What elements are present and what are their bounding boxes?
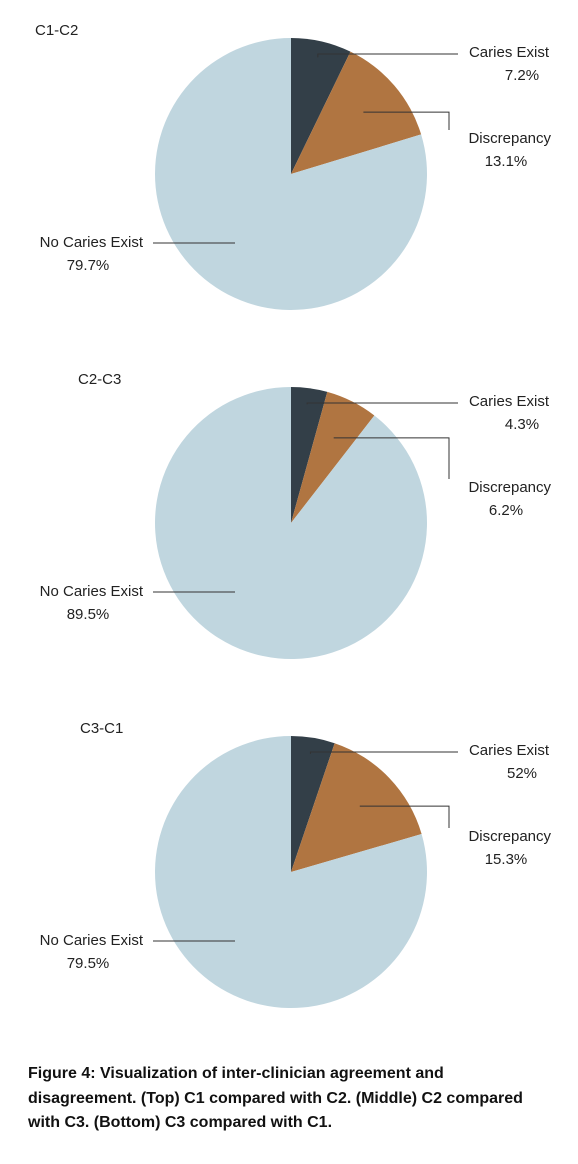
leader-line xyxy=(317,53,458,58)
pie-slice xyxy=(291,391,375,523)
caption: Figure 4: Visualization of inter-clinici… xyxy=(28,1065,523,1131)
value-label: 13.1% xyxy=(485,153,528,170)
pie-slice xyxy=(291,743,422,872)
value-label: 6.2% xyxy=(489,502,523,519)
pie-slice xyxy=(154,387,428,659)
charts: C1-C2 Caries Exist 7.2% Discrepancy 13.1% No … xyxy=(35,22,551,1009)
slice-label: No Caries Exist xyxy=(40,234,144,251)
value-label: 52% xyxy=(507,765,537,782)
slice-label: No Caries Exist xyxy=(40,932,144,949)
chart-title: C3-C1 xyxy=(80,720,123,737)
slice-label: Caries Exist xyxy=(469,742,550,759)
value-label: 79.5% xyxy=(67,955,110,972)
leader-line xyxy=(333,437,450,479)
value-label: 7.2% xyxy=(505,67,539,84)
slice-label: Discrepancy xyxy=(468,828,551,845)
value-label: 79.7% xyxy=(67,257,110,274)
leader-line xyxy=(306,402,458,405)
value-label: 4.3% xyxy=(505,416,539,433)
pie-slice xyxy=(291,736,335,872)
pie-slice xyxy=(155,38,428,310)
pie-slice xyxy=(291,38,351,174)
pie-slice xyxy=(291,387,328,523)
slice-label: Discrepancy xyxy=(468,479,551,496)
pie-slice xyxy=(291,51,422,174)
slice-label: Discrepancy xyxy=(468,130,551,147)
leader-line xyxy=(363,111,450,130)
leader-line xyxy=(359,805,450,828)
slice-label: Caries Exist xyxy=(469,44,550,61)
chart-title: C1-C2 xyxy=(35,22,78,39)
pie-slice xyxy=(155,736,428,1009)
leader-line xyxy=(309,751,458,754)
slice-label: No Caries Exist xyxy=(40,583,144,600)
chart-title: C2-C3 xyxy=(78,371,121,388)
slice-label: Caries Exist xyxy=(469,393,550,410)
value-label: 15.3% xyxy=(485,851,528,868)
value-label: 89.5% xyxy=(67,606,110,623)
